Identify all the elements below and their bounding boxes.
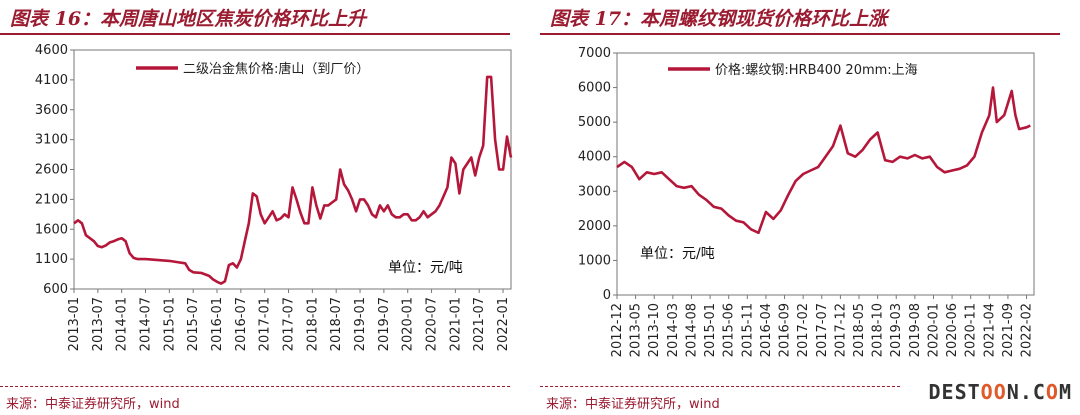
series-line (616, 86, 1031, 235)
plot-frame (73, 49, 512, 290)
x-tick-label: 2019-07 (377, 297, 392, 351)
unit-label: 单位：元/吨 (640, 246, 715, 262)
x-tick-label: 2019-03 (889, 303, 904, 357)
chart-panel-left: 图表 16：本周唐山地区焦炭价格环比上升 600 1100 1600 2100 2600… (0, 0, 520, 415)
y-tick-label: 4000 (578, 150, 611, 165)
x-tick-label: 2014-07 (139, 297, 154, 351)
x-tick-label: 2020-11 (964, 303, 979, 357)
series-line (73, 75, 513, 285)
chart-title-left: 图表 16：本周唐山地区焦炭价格环比上升 (10, 8, 367, 30)
y-tick-label: 5000 (578, 115, 611, 130)
source-rule-right (540, 386, 900, 387)
legend-label: 二级冶金焦价格:唐山（到厂价） (183, 61, 369, 77)
x-tick-label: 2019-01 (353, 297, 368, 351)
x-tick-label: 2021-04 (982, 303, 997, 357)
title-rule-right (540, 33, 1060, 35)
title-rule-left (0, 33, 510, 35)
x-tick-label: 2017-07 (815, 303, 830, 357)
line-chart-left: 600 1100 1600 2100 2600 3100 3600 4100 4600 2013-… (35, 43, 513, 351)
watermark-logo: DESTOON.COM (928, 380, 1072, 404)
y-tick-label: 2000 (578, 219, 611, 234)
legend-label: 价格:螺纹钢:HRB400 20mm:上海 (715, 62, 918, 78)
x-tick-label: 2016-01 (210, 297, 225, 351)
source-rule-left (0, 386, 510, 387)
y-tick-label: 2600 (35, 163, 68, 178)
x-tick-label: 2020-01 (401, 297, 416, 351)
x-tick-label: 2013-07 (91, 297, 106, 351)
x-tick-label: 2021-01 (448, 297, 463, 351)
y-tick-label: 1100 (35, 252, 68, 267)
plot-frame (616, 52, 1035, 296)
x-tick-label: 2018-10 (871, 303, 886, 357)
source-note-left: 来源：中泰证券研究所，wind (6, 397, 180, 412)
x-tick-label: 2017-07 (282, 297, 297, 351)
x-tick-label: 2022-02 (1020, 303, 1035, 357)
x-tick-label: 2015-06 (722, 303, 737, 357)
x-tick-label: 2015-11 (740, 303, 755, 357)
chart-title-right: 图表 17：本周螺纹钢现货价格环比上涨 (550, 8, 888, 30)
x-tick-label: 2016-04 (759, 303, 774, 357)
x-tick-label: 2017-02 (796, 303, 811, 357)
y-tick-label: 4600 (35, 43, 68, 58)
x-tick-label: 2020-01 (926, 303, 941, 357)
x-tick-label: 2020-07 (425, 297, 440, 351)
x-tick-label: 2018-07 (329, 297, 344, 351)
y-tick-label: 3100 (35, 133, 68, 148)
y-tick-label: 2100 (35, 192, 68, 207)
x-tick-label: 2013-10 (647, 303, 662, 357)
y-tick-label: 3600 (35, 103, 68, 118)
x-tick-label: 2018-01 (305, 297, 320, 351)
x-tick-label: 2015-07 (186, 297, 201, 351)
y-tick-label: 0 (603, 288, 611, 303)
unit-label: 单位：元/吨 (388, 260, 463, 276)
x-tick-label: 2013-05 (629, 303, 644, 357)
y-tick-label: 1000 (578, 253, 611, 268)
x-tick-label: 2022-01 (496, 297, 511, 351)
x-tick-label: 2016-07 (234, 297, 249, 351)
x-tick-label: 2014-08 (684, 303, 699, 357)
x-tick-label: 2014-03 (666, 303, 681, 357)
x-tick-label: 2018-05 (852, 303, 867, 357)
x-tick-label: 2015-01 (162, 297, 177, 351)
x-tick-label: 2020-06 (945, 303, 960, 357)
line-chart-right: 0 1000 2000 3000 4000 5000 6000 7000 2012-12 2013… (578, 46, 1035, 357)
y-tick-label: 7000 (578, 46, 611, 61)
x-tick-label: 2021-07 (472, 297, 487, 351)
x-tick-label: 2017-01 (258, 297, 273, 351)
x-tick-label: 2019-08 (908, 303, 923, 357)
x-tick-label: 2012-12 (610, 303, 625, 357)
x-tick-label: 2017-12 (833, 303, 848, 357)
y-tick-label: 600 (43, 282, 68, 297)
chart-panel-right: 图表 17：本周螺纹钢现货价格环比上涨 0 1000 2000 3000 4000 500… (540, 0, 1080, 415)
y-tick-label: 3000 (578, 184, 611, 199)
source-note-right: 来源：中泰证券研究所，wind (546, 397, 720, 412)
y-tick-label: 6000 (578, 81, 611, 96)
x-tick-label: 2016-09 (778, 303, 793, 357)
y-tick-label: 1600 (35, 222, 68, 237)
x-tick-label: 2013-01 (67, 297, 82, 351)
x-tick-label: 2015-01 (703, 303, 718, 357)
x-tick-label: 2021-09 (1001, 303, 1016, 357)
x-tick-label: 2014-01 (115, 297, 130, 351)
y-tick-label: 4100 (35, 73, 68, 88)
